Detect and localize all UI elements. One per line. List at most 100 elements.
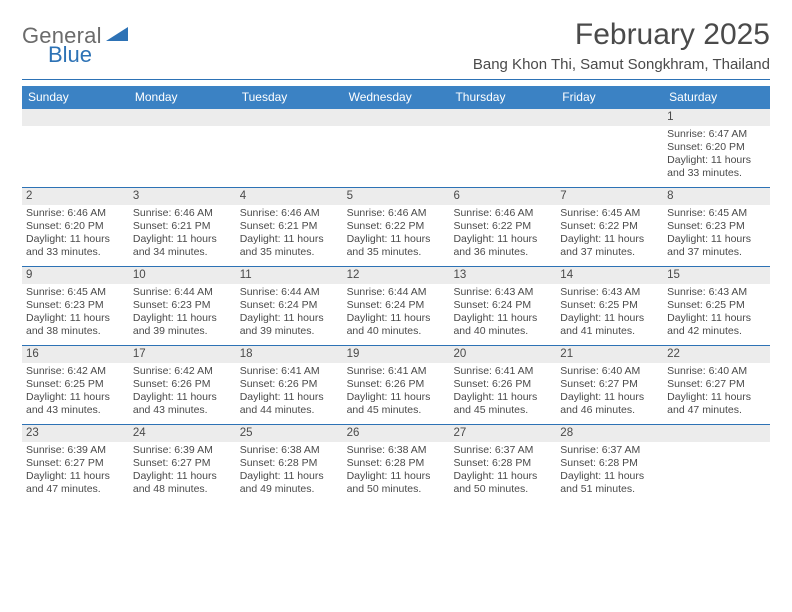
calendar-day: 27Sunrise: 6:37 AMSunset: 6:28 PMDayligh… bbox=[449, 425, 556, 503]
daylight-text: Daylight: 11 hours and 46 minutes. bbox=[560, 391, 659, 417]
day-number: 7 bbox=[556, 188, 663, 205]
sunrise-text: Sunrise: 6:39 AM bbox=[133, 444, 232, 457]
sunset-text: Sunset: 6:28 PM bbox=[347, 457, 446, 470]
day-number: 2 bbox=[22, 188, 129, 205]
daylight-text: Daylight: 11 hours and 36 minutes. bbox=[453, 233, 552, 259]
day-details bbox=[663, 442, 770, 444]
sunrise-text: Sunrise: 6:42 AM bbox=[133, 365, 232, 378]
daylight-text: Daylight: 11 hours and 38 minutes. bbox=[26, 312, 125, 338]
calendar-day: 20Sunrise: 6:41 AMSunset: 6:26 PMDayligh… bbox=[449, 346, 556, 424]
day-details: Sunrise: 6:40 AMSunset: 6:27 PMDaylight:… bbox=[556, 363, 663, 418]
dow-cell: Monday bbox=[129, 86, 236, 109]
sunset-text: Sunset: 6:26 PM bbox=[347, 378, 446, 391]
day-number bbox=[449, 109, 556, 126]
day-number: 22 bbox=[663, 346, 770, 363]
daylight-text: Daylight: 11 hours and 40 minutes. bbox=[453, 312, 552, 338]
daylight-text: Daylight: 11 hours and 39 minutes. bbox=[133, 312, 232, 338]
day-number: 3 bbox=[129, 188, 236, 205]
dow-cell: Tuesday bbox=[236, 86, 343, 109]
day-details: Sunrise: 6:46 AMSunset: 6:22 PMDaylight:… bbox=[343, 205, 450, 260]
day-details: Sunrise: 6:46 AMSunset: 6:20 PMDaylight:… bbox=[22, 205, 129, 260]
sunset-text: Sunset: 6:26 PM bbox=[240, 378, 339, 391]
sunset-text: Sunset: 6:21 PM bbox=[133, 220, 232, 233]
day-number bbox=[236, 109, 343, 126]
calendar-day: 17Sunrise: 6:42 AMSunset: 6:26 PMDayligh… bbox=[129, 346, 236, 424]
calendar-day: 22Sunrise: 6:40 AMSunset: 6:27 PMDayligh… bbox=[663, 346, 770, 424]
sunrise-text: Sunrise: 6:44 AM bbox=[240, 286, 339, 299]
daylight-text: Daylight: 11 hours and 45 minutes. bbox=[453, 391, 552, 417]
sunrise-text: Sunrise: 6:38 AM bbox=[240, 444, 339, 457]
daylight-text: Daylight: 11 hours and 43 minutes. bbox=[26, 391, 125, 417]
daylight-text: Daylight: 11 hours and 37 minutes. bbox=[560, 233, 659, 259]
sunset-text: Sunset: 6:23 PM bbox=[133, 299, 232, 312]
daylight-text: Daylight: 11 hours and 50 minutes. bbox=[453, 470, 552, 496]
day-details: Sunrise: 6:46 AMSunset: 6:22 PMDaylight:… bbox=[449, 205, 556, 260]
day-details bbox=[129, 126, 236, 128]
calendar-day: 6Sunrise: 6:46 AMSunset: 6:22 PMDaylight… bbox=[449, 188, 556, 266]
sunset-text: Sunset: 6:25 PM bbox=[667, 299, 766, 312]
sunrise-text: Sunrise: 6:38 AM bbox=[347, 444, 446, 457]
day-details: Sunrise: 6:37 AMSunset: 6:28 PMDaylight:… bbox=[449, 442, 556, 497]
sunset-text: Sunset: 6:27 PM bbox=[667, 378, 766, 391]
sunset-text: Sunset: 6:27 PM bbox=[133, 457, 232, 470]
daylight-text: Daylight: 11 hours and 40 minutes. bbox=[347, 312, 446, 338]
sunrise-text: Sunrise: 6:37 AM bbox=[453, 444, 552, 457]
sunset-text: Sunset: 6:23 PM bbox=[667, 220, 766, 233]
day-details: Sunrise: 6:38 AMSunset: 6:28 PMDaylight:… bbox=[343, 442, 450, 497]
calendar-day: 12Sunrise: 6:44 AMSunset: 6:24 PMDayligh… bbox=[343, 267, 450, 345]
day-details bbox=[236, 126, 343, 128]
logo-text-blue: Blue bbox=[48, 43, 128, 66]
sunrise-text: Sunrise: 6:43 AM bbox=[560, 286, 659, 299]
day-details: Sunrise: 6:45 AMSunset: 6:22 PMDaylight:… bbox=[556, 205, 663, 260]
sunrise-text: Sunrise: 6:43 AM bbox=[453, 286, 552, 299]
calendar-day: 4Sunrise: 6:46 AMSunset: 6:21 PMDaylight… bbox=[236, 188, 343, 266]
calendar-day: 5Sunrise: 6:46 AMSunset: 6:22 PMDaylight… bbox=[343, 188, 450, 266]
dow-cell: Friday bbox=[556, 86, 663, 109]
calendar-day: 10Sunrise: 6:44 AMSunset: 6:23 PMDayligh… bbox=[129, 267, 236, 345]
day-number: 19 bbox=[343, 346, 450, 363]
day-details: Sunrise: 6:42 AMSunset: 6:25 PMDaylight:… bbox=[22, 363, 129, 418]
calendar-day: 18Sunrise: 6:41 AMSunset: 6:26 PMDayligh… bbox=[236, 346, 343, 424]
calendar-day bbox=[663, 425, 770, 503]
calendar-day bbox=[22, 109, 129, 187]
daylight-text: Daylight: 11 hours and 33 minutes. bbox=[667, 154, 766, 180]
day-number: 24 bbox=[129, 425, 236, 442]
daylight-text: Daylight: 11 hours and 50 minutes. bbox=[347, 470, 446, 496]
day-number bbox=[556, 109, 663, 126]
daylight-text: Daylight: 11 hours and 42 minutes. bbox=[667, 312, 766, 338]
daylight-text: Daylight: 11 hours and 35 minutes. bbox=[240, 233, 339, 259]
day-number: 16 bbox=[22, 346, 129, 363]
daylight-text: Daylight: 11 hours and 34 minutes. bbox=[133, 233, 232, 259]
day-number: 6 bbox=[449, 188, 556, 205]
dow-cell: Saturday bbox=[663, 86, 770, 109]
daylight-text: Daylight: 11 hours and 47 minutes. bbox=[26, 470, 125, 496]
day-number: 17 bbox=[129, 346, 236, 363]
sunrise-text: Sunrise: 6:47 AM bbox=[667, 128, 766, 141]
sunset-text: Sunset: 6:23 PM bbox=[26, 299, 125, 312]
sunset-text: Sunset: 6:22 PM bbox=[347, 220, 446, 233]
daylight-text: Daylight: 11 hours and 39 minutes. bbox=[240, 312, 339, 338]
day-details: Sunrise: 6:43 AMSunset: 6:25 PMDaylight:… bbox=[556, 284, 663, 339]
daylight-text: Daylight: 11 hours and 51 minutes. bbox=[560, 470, 659, 496]
day-number: 11 bbox=[236, 267, 343, 284]
calendar-day: 15Sunrise: 6:43 AMSunset: 6:25 PMDayligh… bbox=[663, 267, 770, 345]
calendar-day: 16Sunrise: 6:42 AMSunset: 6:25 PMDayligh… bbox=[22, 346, 129, 424]
day-details: Sunrise: 6:38 AMSunset: 6:28 PMDaylight:… bbox=[236, 442, 343, 497]
day-details bbox=[449, 126, 556, 128]
sunrise-text: Sunrise: 6:40 AM bbox=[667, 365, 766, 378]
calendar-week: 23Sunrise: 6:39 AMSunset: 6:27 PMDayligh… bbox=[22, 425, 770, 503]
day-number: 8 bbox=[663, 188, 770, 205]
day-details: Sunrise: 6:43 AMSunset: 6:24 PMDaylight:… bbox=[449, 284, 556, 339]
sunrise-text: Sunrise: 6:46 AM bbox=[26, 207, 125, 220]
sunset-text: Sunset: 6:20 PM bbox=[26, 220, 125, 233]
dow-cell: Thursday bbox=[449, 86, 556, 109]
day-number: 15 bbox=[663, 267, 770, 284]
calendar-day: 9Sunrise: 6:45 AMSunset: 6:23 PMDaylight… bbox=[22, 267, 129, 345]
sunrise-text: Sunrise: 6:46 AM bbox=[453, 207, 552, 220]
sunset-text: Sunset: 6:27 PM bbox=[26, 457, 125, 470]
calendar-day: 8Sunrise: 6:45 AMSunset: 6:23 PMDaylight… bbox=[663, 188, 770, 266]
sunrise-text: Sunrise: 6:44 AM bbox=[133, 286, 232, 299]
calendar-week: 1Sunrise: 6:47 AMSunset: 6:20 PMDaylight… bbox=[22, 109, 770, 188]
day-number: 1 bbox=[663, 109, 770, 126]
dow-cell: Sunday bbox=[22, 86, 129, 109]
